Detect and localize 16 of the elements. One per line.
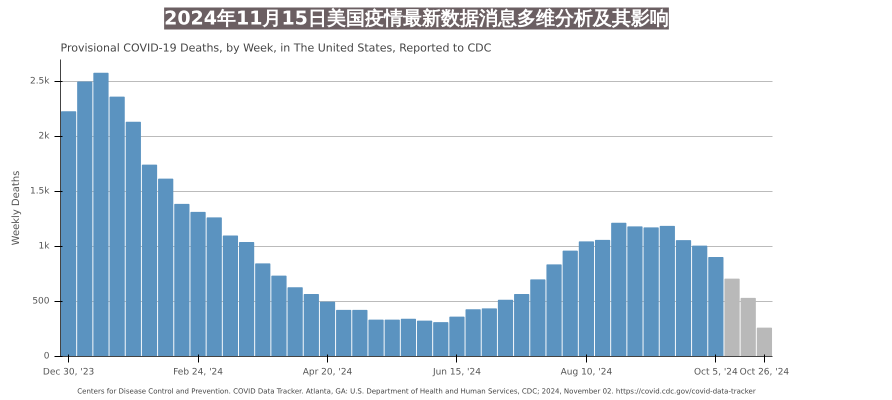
chart-title: 2024年11月15日美国疫情最新数据消息多维分析及其影响 [164,8,669,30]
x-tick-label: Apr 20, '24 [302,368,353,378]
x-tick-label: Oct 5, '24 [694,368,738,378]
y-tick-label: 0 [44,352,50,362]
x-tick-label: Feb 24, '24 [173,368,224,378]
y-tick-label: 1.5k [30,186,50,196]
x-tick-label: Jun 15, '24 [432,368,482,378]
y-tick-label: 2k [38,132,50,142]
x-tick-label: Aug 10, '24 [560,368,612,378]
x-tick-label: Dec 30, '23 [42,368,94,378]
x-tick-label: Oct 26, '24 [740,368,790,378]
y-tick-label: 500 [32,296,50,306]
y-tick-label: 1k [38,242,50,252]
chart-subtitle: Provisional COVID-19 Deaths, by Week, in The United States, Reported to CDC [60,42,492,54]
y-axis-title: Weekly Deaths [10,170,22,246]
y-tick-label: 2.5k [30,76,50,86]
